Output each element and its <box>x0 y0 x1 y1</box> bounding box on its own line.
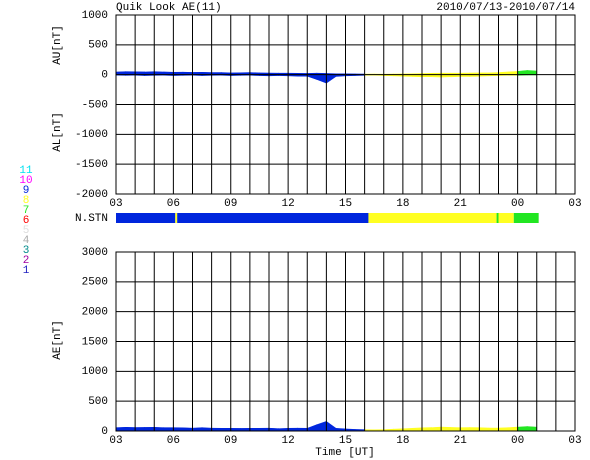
y-tick-label: 1500 <box>82 336 108 348</box>
area-segment <box>306 74 318 80</box>
plot-frame <box>115 251 576 432</box>
nstn-segment <box>116 213 176 223</box>
date-range: 2010/07/13-2010/07/14 <box>436 2 575 14</box>
area-segment <box>316 421 327 432</box>
x-tick-label: 06 <box>167 198 180 210</box>
nstn-segment <box>177 213 369 223</box>
x-tick-label: 12 <box>282 198 295 210</box>
area-segment <box>306 424 318 432</box>
area-segment <box>316 74 327 84</box>
area-segment <box>326 420 337 432</box>
x-tick-label: 21 <box>454 198 468 210</box>
area-segment <box>450 427 461 432</box>
nstn-segment <box>513 213 539 223</box>
y-axis-label: AL[nT] <box>52 112 64 152</box>
x-tick-label: 00 <box>511 435 524 447</box>
area-segment <box>153 426 165 432</box>
y-axis-label: AE[nT] <box>52 320 64 360</box>
x-tick-label: 03 <box>568 198 581 210</box>
area-segment <box>134 427 145 432</box>
area-segment <box>421 427 432 432</box>
station-legend-item: 6 <box>23 215 30 227</box>
station-legend-item: 2 <box>23 255 30 267</box>
x-tick-label: 18 <box>396 435 409 447</box>
area-segment <box>459 427 471 432</box>
y-tick-label: 500 <box>88 396 108 408</box>
x-tick-label: 15 <box>339 435 352 447</box>
area-segment <box>517 426 528 432</box>
x-tick-label: 18 <box>396 198 409 210</box>
area-segment <box>440 426 451 432</box>
x-tick-label: 03 <box>109 198 122 210</box>
y-tick-label: 1000 <box>82 10 108 22</box>
station-legend-item: 3 <box>23 245 30 257</box>
area-segment <box>431 426 442 432</box>
station-legend-item: 8 <box>23 195 30 207</box>
x-tick-label: 15 <box>339 198 352 210</box>
y-tick-label: -1000 <box>75 129 108 141</box>
area-segment <box>507 426 518 432</box>
area-segment <box>115 426 126 432</box>
y-tick-label: 1000 <box>82 366 108 378</box>
x-axis-label: Time [UT] <box>315 447 374 459</box>
x-tick-label: 21 <box>454 435 468 447</box>
y-tick-label: -500 <box>82 99 108 111</box>
x-tick-label: 06 <box>167 435 180 447</box>
area-segment <box>326 74 337 84</box>
y-tick-label: 3000 <box>82 247 108 259</box>
y-tick-label: -1500 <box>75 159 108 171</box>
x-tick-label: 00 <box>511 198 524 210</box>
station-legend-item: 5 <box>23 225 30 237</box>
nstn-label: N.STN <box>75 213 108 225</box>
x-tick-label: 09 <box>224 198 237 210</box>
station-legend-item: 1 <box>23 265 30 277</box>
y-tick-label: 500 <box>88 40 108 52</box>
plot-frame <box>115 14 576 195</box>
y-tick-label: -2000 <box>75 189 108 201</box>
station-legend-item: 7 <box>23 205 30 217</box>
x-tick-label: 03 <box>109 435 122 447</box>
x-tick-label: 09 <box>224 435 237 447</box>
area-segment <box>144 426 155 432</box>
area-segment <box>526 426 538 432</box>
y-tick-label: 0 <box>101 426 108 438</box>
station-legend-item: 10 <box>19 175 32 187</box>
station-legend-item: 9 <box>23 185 30 197</box>
x-tick-label: 12 <box>282 435 295 447</box>
y-tick-label: 2000 <box>82 307 108 319</box>
y-tick-label: 0 <box>101 70 108 82</box>
area-segment <box>517 70 528 75</box>
station-legend-item: 4 <box>23 235 30 247</box>
y-tick-label: 2500 <box>82 277 108 289</box>
nstn-segment <box>498 213 514 223</box>
nstn-segment <box>175 213 178 223</box>
area-segment <box>469 427 480 432</box>
station-legend-item: 11 <box>19 165 33 177</box>
x-tick-label: 03 <box>568 435 581 447</box>
area-segment <box>125 426 136 432</box>
area-segment <box>526 70 538 75</box>
chart-title: Quik Look AE(11) <box>116 2 222 14</box>
nstn-segment <box>496 213 499 223</box>
y-axis-label: AU[nT] <box>52 25 64 65</box>
nstn-segment <box>368 213 497 223</box>
